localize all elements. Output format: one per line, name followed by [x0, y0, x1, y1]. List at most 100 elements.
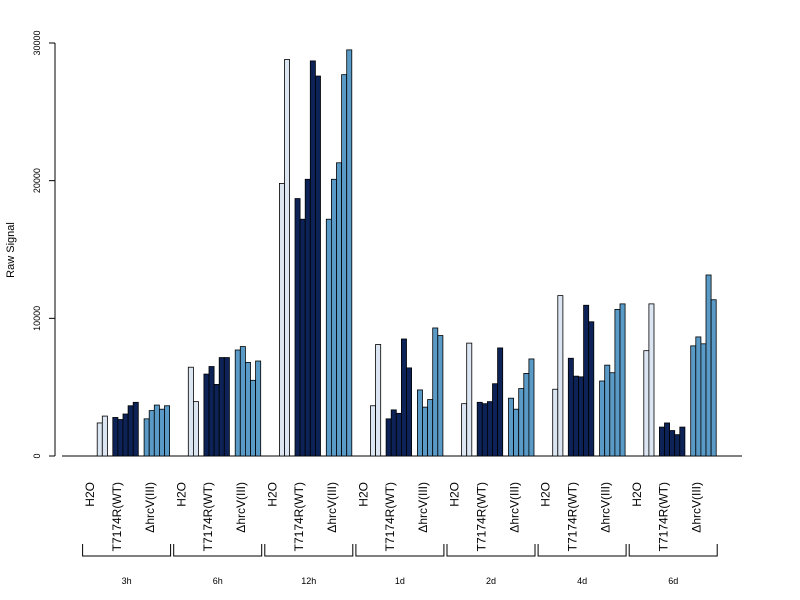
- timepoint-label: 4d: [577, 576, 587, 586]
- timepoint-bracket: [82, 544, 172, 557]
- bar: [432, 327, 439, 457]
- bar: [127, 405, 134, 457]
- bar: [187, 366, 194, 457]
- bar: [117, 419, 124, 457]
- bar: [203, 373, 210, 457]
- bar: [643, 350, 650, 457]
- bar: [604, 364, 611, 457]
- bar: [330, 178, 337, 457]
- bar: [325, 218, 332, 457]
- bar: [385, 418, 392, 457]
- bar: [400, 338, 407, 457]
- group-label: H2O: [630, 482, 644, 507]
- bar: [346, 49, 353, 457]
- group-labels-layer: H2O T7174R(WT) ΔhrcV(III) H2O T7174R(WT) Δhrc…: [83, 482, 703, 551]
- bar: [278, 183, 285, 457]
- bar: [466, 342, 473, 457]
- group-label: T7174R(WT): [565, 482, 579, 551]
- bar: [143, 418, 150, 457]
- bar: [112, 417, 119, 457]
- bar: [96, 422, 103, 457]
- timepoint-label: 1d: [395, 576, 405, 586]
- bar: [486, 401, 493, 457]
- group-label: T7174R(WT): [292, 482, 306, 551]
- bar: [705, 274, 712, 457]
- bar: [234, 349, 241, 457]
- bar: [710, 299, 717, 457]
- group-label: H2O: [265, 482, 279, 507]
- bar: [513, 408, 520, 457]
- bar: [578, 376, 584, 457]
- bar: [619, 303, 626, 457]
- bar: [669, 430, 676, 457]
- group-label: ΔhrcV(III): [143, 482, 157, 533]
- bar: [528, 358, 535, 457]
- bar: [497, 347, 504, 457]
- group-label: T7174R(WT): [657, 482, 671, 551]
- bar: [164, 405, 170, 457]
- bar: [390, 409, 397, 457]
- timepoint-label: 2d: [486, 576, 496, 586]
- bar: [416, 389, 423, 457]
- bar: [223, 357, 230, 457]
- bar: [101, 415, 108, 457]
- bar: [481, 403, 488, 457]
- group-label: ΔhrcV(III): [325, 482, 339, 533]
- bars-layer: [96, 49, 717, 457]
- bar: [255, 360, 262, 457]
- bar: [614, 308, 621, 457]
- group-label: T7174R(WT): [474, 482, 488, 551]
- bar: [336, 162, 342, 457]
- timepoint-bracket: [628, 544, 718, 557]
- timepoint-brackets-layer: 3h 6h 12h 1d 2d 4d 6d: [82, 544, 718, 586]
- timepoint-label: 6h: [213, 576, 223, 586]
- bar: [648, 303, 655, 457]
- bar: [573, 375, 579, 457]
- bar: [153, 404, 160, 457]
- group-label: ΔhrcV(III): [234, 482, 248, 533]
- bar: [557, 295, 564, 457]
- group-label: T7174R(WT): [110, 482, 124, 551]
- timepoint-bracket: [446, 544, 536, 557]
- y-tick-label: 10000: [32, 306, 42, 331]
- bar: [370, 405, 376, 457]
- group-label: H2O: [448, 482, 462, 507]
- bar: [679, 426, 686, 457]
- y-tick-label: 20000: [32, 168, 42, 193]
- group-label: H2O: [357, 482, 371, 507]
- bar: [664, 422, 670, 457]
- bar: [122, 413, 129, 457]
- bar: [284, 59, 290, 457]
- group-label: ΔhrcV(III): [416, 482, 430, 533]
- bar: [690, 345, 697, 457]
- bar: [250, 379, 256, 457]
- bar: [208, 366, 215, 457]
- bar: [422, 406, 428, 457]
- bar: [294, 198, 301, 457]
- bar: [461, 403, 468, 457]
- bar: [375, 344, 382, 457]
- bar: [299, 218, 306, 457]
- group-label: T7174R(WT): [201, 482, 215, 551]
- bar: [395, 412, 402, 457]
- bar: [341, 74, 348, 457]
- bar: [132, 401, 139, 457]
- group-label: H2O: [83, 482, 97, 507]
- group-label: ΔhrcV(III): [690, 482, 704, 533]
- bar: [567, 357, 574, 457]
- bar: [309, 60, 316, 457]
- bar: [599, 380, 606, 457]
- bar: [695, 336, 702, 457]
- group-label: H2O: [539, 482, 553, 507]
- bar: [492, 383, 498, 457]
- bar: [239, 346, 246, 457]
- group-label: ΔhrcV(III): [598, 482, 612, 533]
- bar: [304, 178, 311, 457]
- bar: [588, 321, 595, 457]
- bar: [213, 384, 220, 457]
- timepoint-label: 12h: [301, 576, 316, 586]
- timepoint-bracket: [537, 544, 627, 557]
- bar: [158, 408, 165, 457]
- bar: [437, 335, 444, 457]
